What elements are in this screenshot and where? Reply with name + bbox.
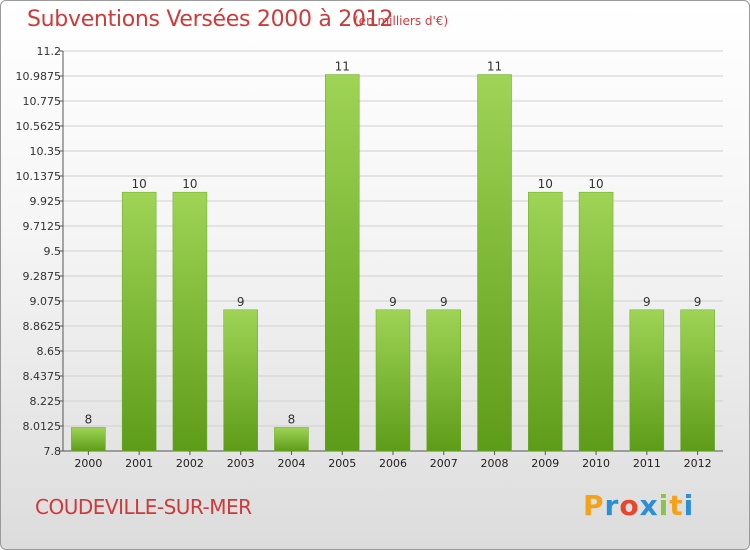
y-tick-label: 9.5 bbox=[44, 245, 62, 258]
bar-2002 bbox=[172, 191, 208, 452]
y-tick-label: 9.7125 bbox=[23, 220, 62, 233]
bar-2004 bbox=[274, 427, 309, 452]
bar-2006 bbox=[375, 309, 411, 452]
y-tick-label: 9.2875 bbox=[23, 270, 62, 283]
y-tick-label: 11.2 bbox=[37, 45, 62, 58]
data-label-2011: 9 bbox=[643, 295, 651, 309]
y-tick-label: 8.65 bbox=[37, 345, 62, 358]
x-tick-label-2007: 2007 bbox=[430, 457, 458, 470]
bar-2011 bbox=[629, 309, 665, 452]
x-tick-label-2003: 2003 bbox=[227, 457, 255, 470]
x-tick-label-2011: 2011 bbox=[633, 457, 661, 470]
y-tick-label: 8.8625 bbox=[23, 320, 62, 333]
data-label-2008: 11 bbox=[487, 60, 502, 74]
data-label-2001: 10 bbox=[132, 177, 147, 191]
x-tick-label-2002: 2002 bbox=[176, 457, 204, 470]
y-tick-label: 8.225 bbox=[30, 395, 62, 408]
bar-2010 bbox=[578, 191, 614, 452]
data-label-2009: 10 bbox=[538, 177, 553, 191]
data-label-2012: 9 bbox=[694, 295, 702, 309]
y-tick-label: 7.8 bbox=[44, 445, 62, 458]
bar-2008 bbox=[477, 74, 512, 452]
x-tick-label-2008: 2008 bbox=[481, 457, 509, 470]
data-label-2000: 8 bbox=[85, 412, 93, 426]
logo-letter: P bbox=[583, 489, 605, 522]
chart-subtitle: (en milliers d'€) bbox=[354, 14, 449, 28]
data-label-2005: 11 bbox=[335, 60, 350, 74]
logo-letter: r bbox=[604, 489, 620, 522]
commune-name: COUDEVILLE-SUR-MER bbox=[35, 495, 252, 519]
y-tick-label: 10.775 bbox=[23, 95, 62, 108]
bar-2005 bbox=[324, 74, 360, 452]
data-label-2006: 9 bbox=[389, 295, 397, 309]
bar-2012 bbox=[680, 309, 715, 452]
x-tick-label-2005: 2005 bbox=[328, 457, 356, 470]
y-tick-label: 9.075 bbox=[30, 295, 62, 308]
logo-letter: x bbox=[639, 489, 659, 522]
data-labels: 8 10 10 9 8 11 9 9 11 10 10 9 9 bbox=[85, 60, 702, 427]
data-label-2003: 9 bbox=[237, 295, 245, 309]
logo-letter: o bbox=[619, 489, 640, 522]
x-tick-label-2006: 2006 bbox=[379, 457, 407, 470]
data-label-2002: 10 bbox=[182, 177, 197, 191]
y-tick-label: 10.9875 bbox=[16, 70, 62, 83]
y-tick-label: 8.0125 bbox=[23, 420, 62, 433]
bar-2009 bbox=[528, 191, 563, 452]
proxiti-logo: Proxiti bbox=[583, 489, 694, 522]
x-tick-label-2004: 2004 bbox=[277, 457, 305, 470]
x-tick-label-2009: 2009 bbox=[531, 457, 559, 470]
y-tick-label: 10.1375 bbox=[16, 170, 62, 183]
logo-letter: i bbox=[683, 489, 695, 522]
logo-letter: i bbox=[658, 489, 670, 522]
data-label-2004: 8 bbox=[288, 412, 296, 426]
y-tick-label: 10.35 bbox=[30, 145, 62, 158]
x-tick-label-2010: 2010 bbox=[582, 457, 610, 470]
y-tick-label: 10.5625 bbox=[16, 120, 62, 133]
bars bbox=[71, 74, 715, 452]
y-tick-label: 9.925 bbox=[30, 195, 62, 208]
x-tick-label-2001: 2001 bbox=[125, 457, 153, 470]
bar-2001 bbox=[121, 191, 157, 452]
chart-title: Subventions Versées 2000 à 2012 bbox=[27, 7, 394, 32]
y-axis-ticks: 7.8 8.0125 8.225 8.4375 8.65 8.8625 9.075 9.287… bbox=[16, 45, 62, 458]
bar-2003 bbox=[223, 309, 258, 452]
x-tick-label-2012: 2012 bbox=[684, 457, 712, 470]
x-axis-ticks: 2000 2001 2002 2003 2004 2005 2006 2007 2008 2009… bbox=[74, 457, 711, 470]
bar-2000 bbox=[71, 427, 106, 452]
logo-letter: t bbox=[669, 489, 684, 522]
data-label-2007: 9 bbox=[440, 295, 448, 309]
y-tick-label: 8.4375 bbox=[23, 370, 62, 383]
x-tick-label-2000: 2000 bbox=[74, 457, 102, 470]
data-label-2010: 10 bbox=[588, 177, 603, 191]
bar-2007 bbox=[426, 309, 462, 452]
